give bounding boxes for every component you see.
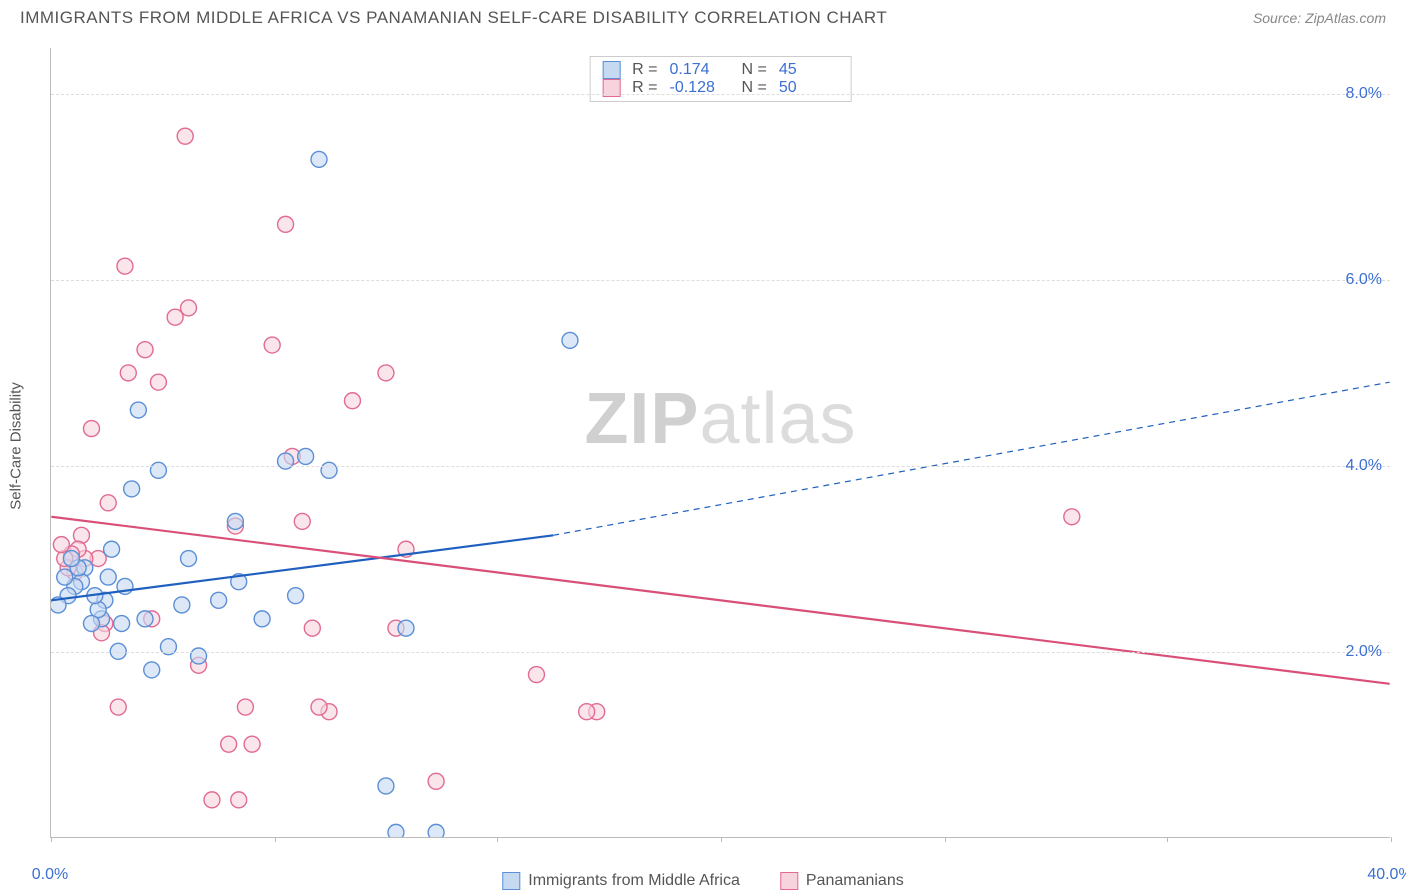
data-point-pink [294, 513, 310, 529]
ytick-label: 2.0% [1346, 643, 1382, 661]
r-label: R = [632, 61, 657, 79]
xtick [497, 837, 498, 842]
data-point-blue [137, 611, 153, 627]
n-label: N = [742, 61, 767, 79]
source-label: Source: ZipAtlas.com [1253, 10, 1386, 26]
data-point-pink [1064, 509, 1080, 525]
ytick-label: 4.0% [1346, 457, 1382, 475]
gridline [51, 652, 1390, 653]
data-point-pink [311, 699, 327, 715]
data-point-pink [150, 374, 166, 390]
xtick [51, 837, 52, 842]
chart-area: ZIPatlas R = 0.174 N = 45 R = -0.128 N =… [50, 48, 1390, 838]
r-value: 0.174 [670, 61, 730, 79]
data-point-pink [304, 620, 320, 636]
legend-bottom: Immigrants from Middle Africa Panamanian… [502, 872, 903, 890]
data-point-blue [388, 824, 404, 837]
data-point-blue [254, 611, 270, 627]
legend-item-blue: Immigrants from Middle Africa [502, 872, 740, 890]
data-point-blue [84, 616, 100, 632]
data-point-blue [124, 481, 140, 497]
data-point-pink [84, 421, 100, 437]
data-point-pink [264, 337, 280, 353]
plot-svg [51, 48, 1390, 837]
data-point-blue [114, 616, 130, 632]
data-point-pink [137, 342, 153, 358]
data-point-blue [378, 778, 394, 794]
data-point-blue [104, 541, 120, 557]
yaxis-label: Self-Care Disability [8, 382, 25, 510]
swatch-blue-icon [502, 872, 520, 890]
data-point-pink [344, 393, 360, 409]
data-point-pink [378, 365, 394, 381]
data-point-pink [278, 216, 294, 232]
xtick [1167, 837, 1168, 842]
data-point-blue [150, 462, 166, 478]
data-point-pink [167, 309, 183, 325]
data-point-pink [110, 699, 126, 715]
data-point-blue [181, 551, 197, 567]
legend-label: Panamanians [806, 872, 904, 890]
data-point-pink [237, 699, 253, 715]
gridline [51, 280, 1390, 281]
data-point-blue [174, 597, 190, 613]
data-point-blue [130, 402, 146, 418]
legend-item-pink: Panamanians [780, 872, 904, 890]
data-point-pink [231, 792, 247, 808]
regression-line-blue-dashed [553, 382, 1389, 535]
n-value: 45 [779, 61, 839, 79]
data-point-pink [204, 792, 220, 808]
data-point-blue [311, 151, 327, 167]
data-point-blue [288, 588, 304, 604]
data-point-pink [177, 128, 193, 144]
gridline [51, 466, 1390, 467]
xtick [1391, 837, 1392, 842]
ytick-label: 8.0% [1346, 85, 1382, 103]
data-point-pink [579, 704, 595, 720]
data-point-pink [528, 667, 544, 683]
ytick-label: 6.0% [1346, 271, 1382, 289]
data-point-blue [211, 592, 227, 608]
data-point-pink [120, 365, 136, 381]
gridline [51, 94, 1390, 95]
xtick-label-max: 40.0% [1367, 866, 1406, 884]
swatch-pink-icon [780, 872, 798, 890]
legend-label: Immigrants from Middle Africa [528, 872, 740, 890]
xtick [945, 837, 946, 842]
data-point-pink [53, 537, 69, 553]
data-point-blue [63, 551, 79, 567]
data-point-blue [298, 448, 314, 464]
xtick [721, 837, 722, 842]
data-point-blue [398, 620, 414, 636]
chart-title: IMMIGRANTS FROM MIDDLE AFRICA VS PANAMAN… [20, 8, 887, 28]
data-point-pink [221, 736, 237, 752]
data-point-blue [144, 662, 160, 678]
xtick-label-min: 0.0% [32, 866, 68, 884]
data-point-blue [227, 513, 243, 529]
regression-line-pink [51, 517, 1389, 684]
data-point-blue [57, 569, 73, 585]
data-point-pink [100, 495, 116, 511]
data-point-blue [321, 462, 337, 478]
data-point-blue [562, 332, 578, 348]
xtick [275, 837, 276, 842]
data-point-pink [428, 773, 444, 789]
data-point-pink [244, 736, 260, 752]
data-point-blue [100, 569, 116, 585]
data-point-blue [428, 824, 444, 837]
data-point-blue [191, 648, 207, 664]
legend-stat-row-blue: R = 0.174 N = 45 [602, 61, 839, 79]
data-point-pink [117, 258, 133, 274]
swatch-blue-icon [602, 61, 620, 79]
